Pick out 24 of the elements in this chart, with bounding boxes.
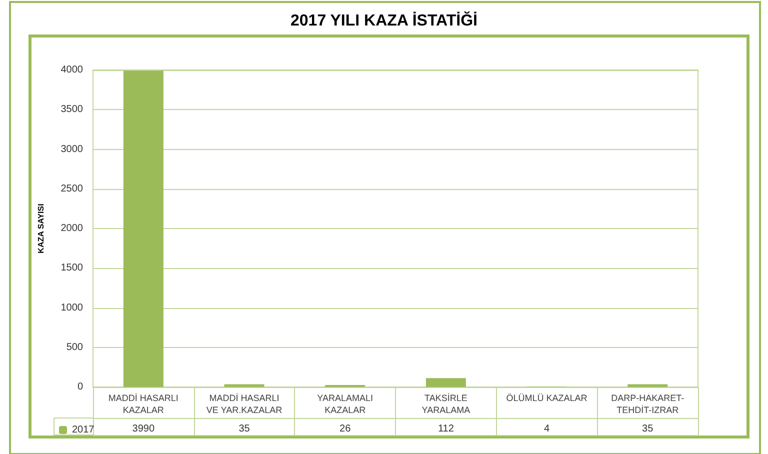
x-tick-label: ÖLÜMLÜ KAZALAR	[506, 393, 588, 403]
x-tick-label: MADDİ HASARLI VE YAR.KAZALAR	[206, 393, 283, 415]
y-tick-label: 1000	[60, 302, 84, 314]
x-tick-label: YARALAMALI KAZALAR	[317, 393, 374, 415]
data-label: 4	[544, 424, 550, 434]
x-tick-label: MADDİ HASARLI KAZALAR	[108, 393, 178, 415]
y-tick-label: 2000	[60, 223, 84, 234]
y-axis-title: KAZA SAYISI	[36, 204, 46, 254]
y-tick-label: 1500	[60, 262, 84, 274]
data-label: 26	[340, 424, 352, 434]
chart-title: 2017 YILI KAZA İSTATİĞİ	[290, 10, 478, 30]
y-tick-label: 500	[66, 342, 84, 353]
data-label: 112	[438, 424, 454, 434]
y-tick-label: 3500	[60, 104, 84, 116]
x-tick-label: TAKSİRLE YARALAMA	[422, 393, 470, 415]
data-label: 35	[238, 424, 250, 434]
y-tick-label: 3000	[60, 144, 84, 155]
x-tick-label: DARP-HAKARET-TEHDİT-IZRAR	[611, 393, 684, 415]
y-tick-label: 4000	[60, 64, 84, 76]
legend-label: 2017	[72, 424, 95, 436]
y-tick-label: 2500	[60, 183, 84, 194]
data-label: 3990	[132, 424, 155, 434]
data-label: 35	[642, 424, 654, 434]
y-tick-label: 0	[77, 382, 84, 392]
